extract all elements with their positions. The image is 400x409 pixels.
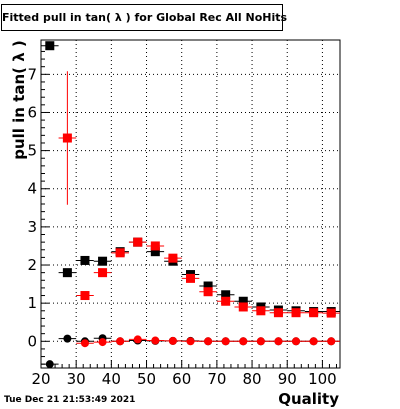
x-tick-label: 30 [67, 370, 86, 388]
red-sigma-point [256, 306, 266, 316]
x-tick-label: 50 [137, 370, 156, 388]
red-mean-point [151, 336, 160, 345]
x-tick-label: 40 [102, 370, 121, 388]
x-tick-label: 20 [31, 370, 50, 388]
x-tick-label: 100 [308, 370, 337, 388]
red-sigma-point [186, 273, 195, 283]
red-mean-point [221, 337, 230, 346]
y-axis-label: pull in tan( λ ) [10, 40, 28, 160]
red-mean-point [133, 335, 142, 344]
red-sigma-point [238, 302, 248, 312]
red-mean-point [80, 339, 89, 348]
red-sigma-point [133, 237, 143, 247]
red-sigma-point [62, 133, 72, 143]
red-mean-point [98, 338, 107, 347]
red-sigma-point [291, 308, 301, 318]
red-mean-point [292, 337, 301, 346]
red-sigma-point [326, 308, 336, 318]
black-sigma-point [203, 281, 213, 291]
x-axis-label: Quality [278, 390, 339, 408]
black-sigma-point [221, 290, 231, 300]
y-tick-label: 5 [27, 142, 37, 160]
x-tick-label: 80 [243, 370, 262, 388]
chart-title: Fitted pull in tan( λ ) for Global Rec A… [2, 11, 288, 24]
black-sigma-point [150, 247, 160, 257]
black-mean-point [63, 334, 72, 343]
timestamp: Tue Dec 21 21:53:49 2021 [4, 395, 136, 405]
black-sigma-point [45, 41, 55, 51]
y-tick-label: 7 [27, 65, 37, 83]
plot-frame [40, 39, 341, 369]
y-tick-label: 2 [27, 256, 37, 274]
black-sigma-point [98, 256, 108, 266]
x-tick-label: 60 [172, 370, 191, 388]
red-mean-point [239, 337, 248, 346]
y-tick-label: 4 [27, 180, 37, 198]
chart-title-box: Fitted pull in tan( λ ) for Global Rec A… [1, 4, 288, 31]
y-tick-label: 1 [27, 294, 37, 312]
red-mean-point [327, 337, 336, 346]
red-sigma-point [98, 268, 108, 278]
red-mean-point [274, 337, 283, 346]
red-sigma-point [150, 241, 160, 251]
black-sigma-point [80, 255, 90, 265]
red-sigma-point [168, 253, 178, 263]
red-mean-point [256, 337, 265, 346]
y-tick-label: 3 [27, 218, 37, 236]
black-mean-point [45, 360, 54, 369]
black-sigma-point [238, 296, 248, 306]
red-mean-point [309, 337, 318, 346]
red-sigma-point [203, 287, 213, 297]
red-sigma-point [221, 296, 231, 306]
red-sigma-point [273, 308, 283, 318]
red-mean-point [186, 337, 195, 346]
x-tick-label: 90 [278, 370, 297, 388]
x-tick-label: 70 [207, 370, 226, 388]
red-mean-point [204, 337, 213, 346]
black-sigma-point [62, 268, 72, 278]
red-sigma-point [309, 308, 319, 318]
red-mean-point [116, 337, 125, 346]
y-tick-label: 0 [27, 332, 37, 350]
red-sigma-point [80, 291, 90, 301]
y-tick-label: 6 [27, 103, 37, 121]
red-sigma-point [115, 248, 125, 258]
red-mean-point [168, 336, 177, 345]
